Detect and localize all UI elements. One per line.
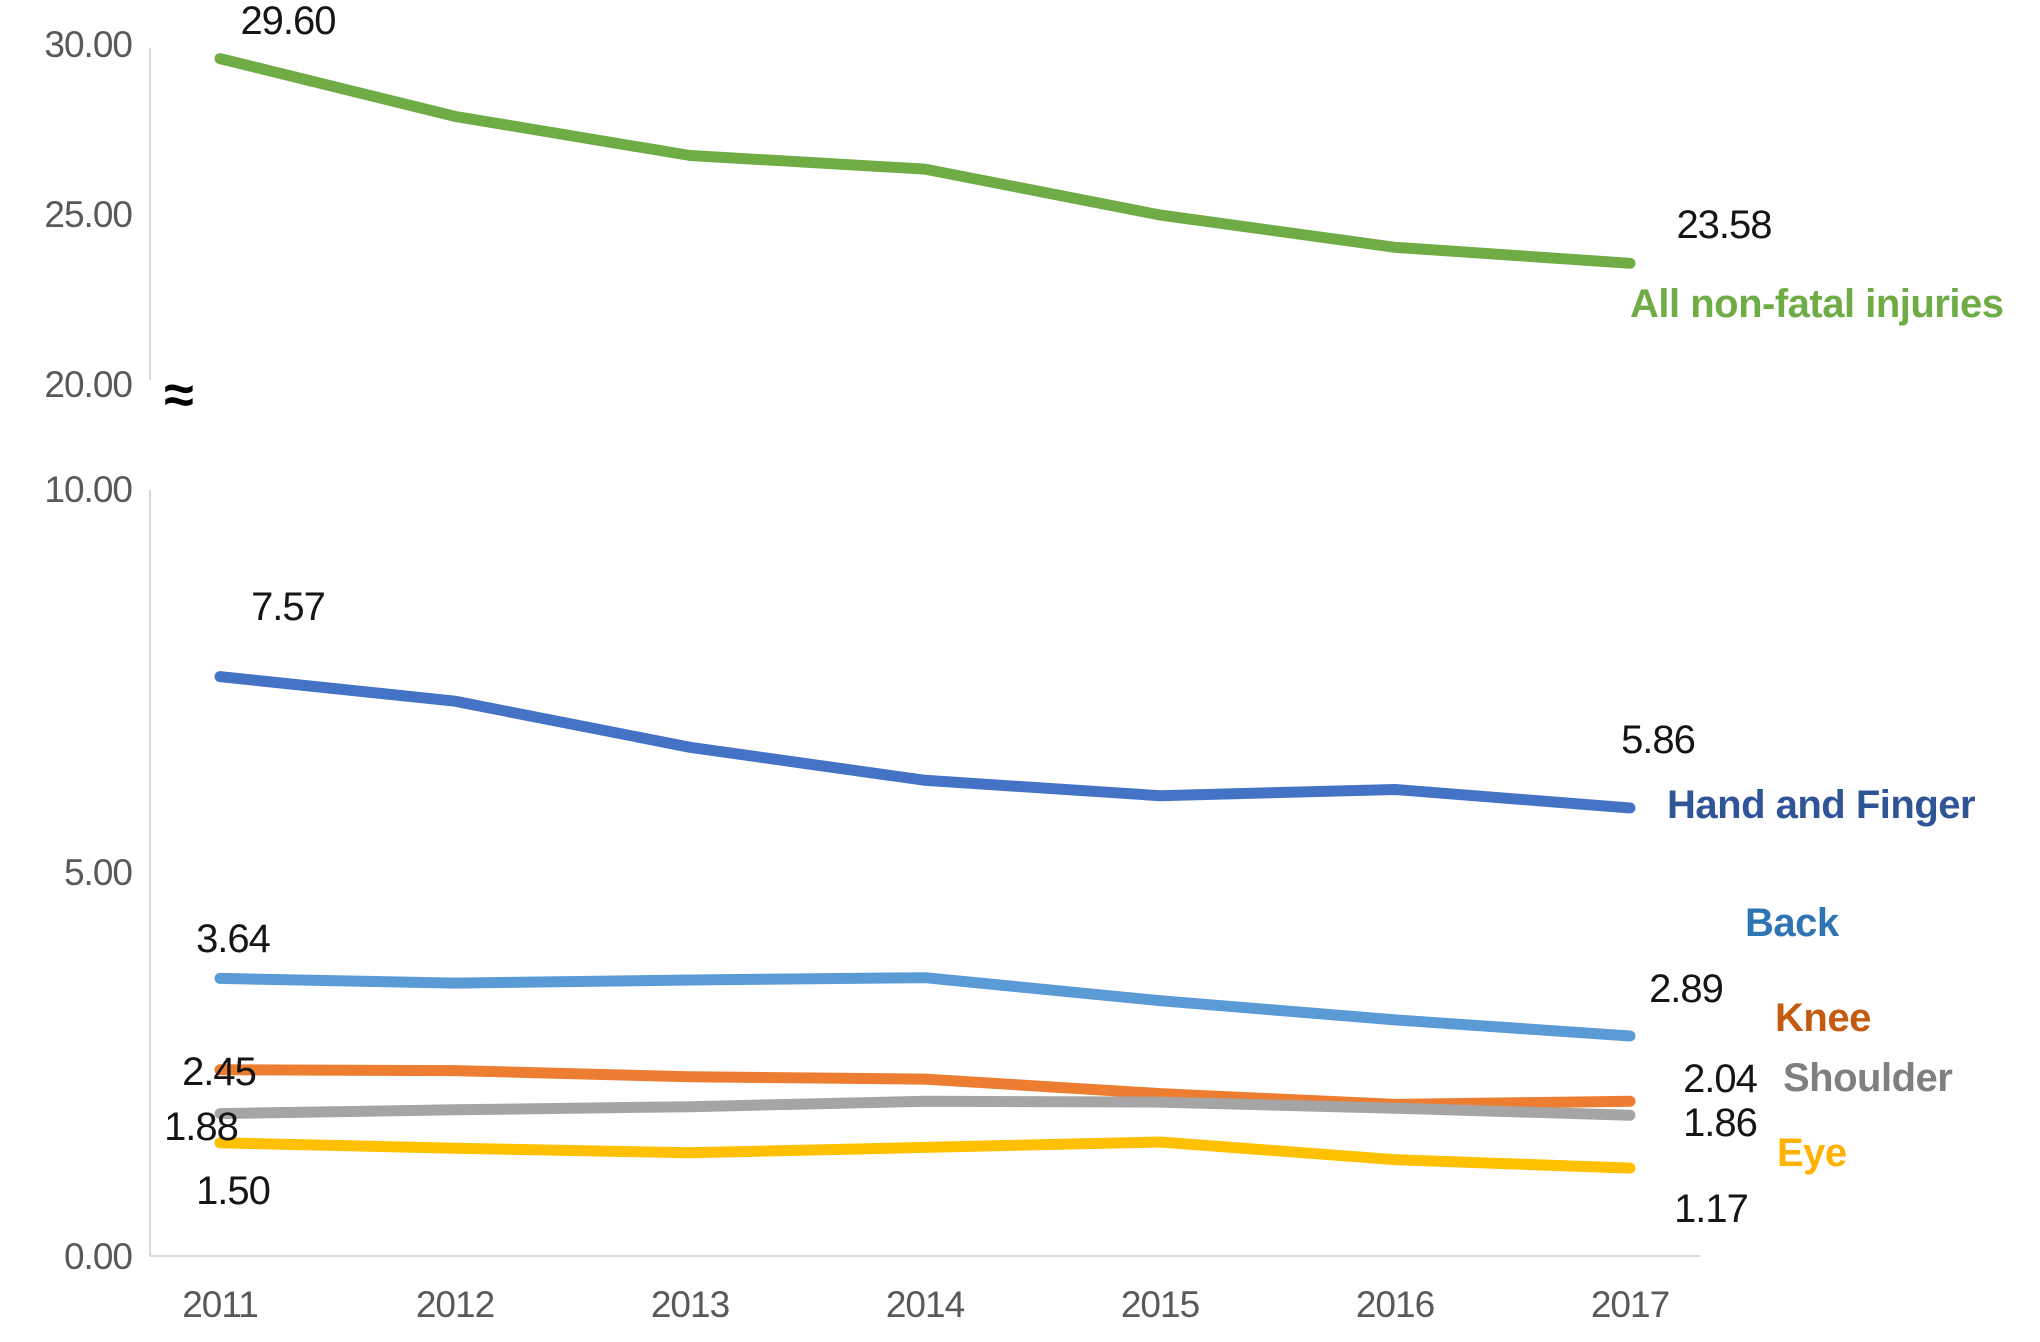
data-label-knee-first: 2.45 — [182, 1050, 257, 1094]
data-label-hand-last: 5.86 — [1621, 718, 1696, 762]
y-tick-30: 30.00 — [44, 24, 133, 65]
data-label-shoulder-first: 1.88 — [164, 1105, 239, 1149]
series-label-hand-and-finger: Hand and Finger — [1667, 783, 1976, 827]
data-label-eye-last: 1.17 — [1674, 1187, 1749, 1231]
x-tick-2012: 2012 — [415, 1284, 495, 1325]
data-label-back-last: 2.89 — [1649, 967, 1724, 1011]
x-tick-2017: 2017 — [1590, 1284, 1670, 1325]
line-shoulder — [214, 1095, 1636, 1121]
data-label-knee-last: 2.04 — [1683, 1057, 1758, 1101]
axis-break-symbol: ≈ — [164, 365, 194, 425]
series-label-knee: Knee — [1775, 996, 1871, 1040]
series-label-eye: Eye — [1777, 1131, 1847, 1175]
y-tick-5: 5.00 — [63, 852, 133, 893]
line-all-non-fatal-injuries — [214, 53, 1636, 269]
y-tick-20: 20.00 — [44, 364, 133, 405]
data-label-shoulder-last: 1.86 — [1683, 1101, 1758, 1145]
y-tick-25: 25.00 — [44, 194, 133, 235]
data-label-back-first: 3.64 — [196, 917, 271, 961]
x-tick-2011: 2011 — [182, 1284, 259, 1325]
data-label-hand-first: 7.57 — [251, 585, 326, 629]
x-tick-2016: 2016 — [1355, 1284, 1435, 1325]
line-eye — [214, 1136, 1636, 1174]
y-tick-10: 10.00 — [44, 469, 133, 510]
x-tick-2015: 2015 — [1120, 1284, 1200, 1325]
x-tick-2014: 2014 — [885, 1284, 965, 1325]
data-label-allinjuries-last: 23.58 — [1676, 203, 1772, 247]
series-label-all-non-fatal-injuries: All non-fatal injuries — [1630, 282, 2004, 326]
series-label-shoulder: Shoulder — [1783, 1056, 1953, 1100]
line-hand-and-finger — [214, 671, 1636, 814]
y-tick-0: 0.00 — [63, 1236, 133, 1277]
line-back — [214, 972, 1636, 1042]
series-label-back: Back — [1745, 901, 1839, 945]
x-tick-2013: 2013 — [650, 1284, 730, 1325]
data-label-eye-first: 1.50 — [196, 1169, 271, 1213]
data-label-allinjuries-first: 29.60 — [240, 0, 336, 43]
